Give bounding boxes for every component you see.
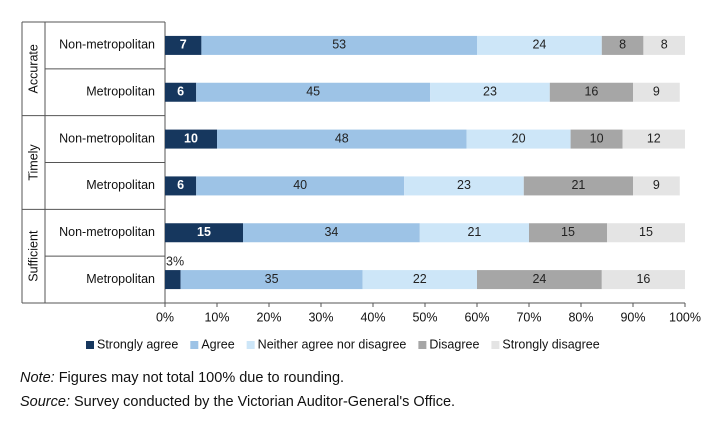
category-label: Metropolitan xyxy=(86,272,155,286)
bar-segment xyxy=(201,35,477,55)
value-label: 23 xyxy=(457,178,471,192)
x-tick-label: 50% xyxy=(412,310,437,324)
bar-segment xyxy=(165,35,202,55)
value-label: 9 xyxy=(653,178,660,192)
value-label: 7 xyxy=(180,38,187,52)
legend-swatch xyxy=(418,341,427,349)
value-label: 45 xyxy=(306,85,320,99)
value-label: 15 xyxy=(561,225,575,239)
note-label: Source: xyxy=(20,394,70,410)
value-label: 3% xyxy=(166,254,184,268)
note: Source: Survey conducted by the Victoria… xyxy=(20,394,455,410)
legend-swatch xyxy=(246,341,255,349)
legend-label: Strongly disagree xyxy=(502,337,599,351)
bar-segment xyxy=(622,129,685,149)
bar-segment xyxy=(643,35,685,55)
value-label: 23 xyxy=(483,85,497,99)
note-text: Survey conducted by the Victorian Audito… xyxy=(70,394,455,410)
x-tick-label: 20% xyxy=(256,310,281,324)
value-label: 21 xyxy=(571,178,585,192)
x-tick-label: 90% xyxy=(620,310,645,324)
value-label: 34 xyxy=(324,225,338,239)
x-tick-label: 10% xyxy=(204,310,229,324)
bar-segment xyxy=(529,223,607,243)
bar-segment xyxy=(601,35,644,55)
value-label: 40 xyxy=(293,178,307,192)
bar-segment xyxy=(243,223,420,243)
bar-segment xyxy=(165,82,197,102)
x-tick-label: 30% xyxy=(308,310,333,324)
bar-segment xyxy=(549,82,633,102)
legend-label: Disagree xyxy=(429,337,479,351)
legend-label: Strongly agree xyxy=(97,337,178,351)
value-label: 21 xyxy=(467,225,481,239)
group-label: Timely xyxy=(26,144,40,181)
bar-segment xyxy=(217,129,467,149)
bar-segment xyxy=(180,270,363,290)
value-label: 15 xyxy=(197,225,211,239)
x-tick-label: 0% xyxy=(156,310,174,324)
note: Note: Figures may not total 100% due to … xyxy=(20,370,344,386)
value-label: 9 xyxy=(653,85,660,99)
category-label: Non-metropolitan xyxy=(59,225,155,239)
note-label: Note: xyxy=(20,370,55,386)
value-label: 16 xyxy=(636,272,650,286)
note-text: Figures may not total 100% due to roundi… xyxy=(55,370,344,386)
group-label: Sufficient xyxy=(26,230,40,282)
bar-segment xyxy=(607,223,685,243)
category-label: Non-metropolitan xyxy=(59,38,155,52)
bar-segment xyxy=(477,270,602,290)
bar-segment xyxy=(633,82,680,102)
value-label: 16 xyxy=(584,85,598,99)
bar-segment xyxy=(523,176,633,196)
bar-segment xyxy=(165,176,197,196)
value-label: 22 xyxy=(413,272,427,286)
value-label: 6 xyxy=(177,85,184,99)
x-tick-label: 40% xyxy=(360,310,385,324)
value-label: 53 xyxy=(332,38,346,52)
value-label: 10 xyxy=(184,131,198,145)
category-label: Non-metropolitan xyxy=(59,131,155,145)
x-tick-label: 60% xyxy=(464,310,489,324)
bar-segment xyxy=(165,129,217,149)
legend-swatch xyxy=(86,341,94,349)
value-label: 6 xyxy=(177,178,184,192)
bar-segment xyxy=(570,129,623,149)
value-label: 8 xyxy=(619,38,626,52)
group-label: Accurate xyxy=(26,44,40,93)
value-label: 12 xyxy=(647,131,661,145)
value-label: 24 xyxy=(532,38,546,52)
bar-segment xyxy=(165,270,181,290)
bar-segment xyxy=(196,82,431,102)
value-label: 35 xyxy=(265,272,279,286)
bar-segment xyxy=(466,129,571,149)
bar-segment xyxy=(165,223,243,243)
bar-segment xyxy=(419,223,529,243)
value-label: 48 xyxy=(335,131,349,145)
legend-label: Agree xyxy=(201,337,234,351)
category-label: Metropolitan xyxy=(86,85,155,99)
legend-label: Neither agree nor disagree xyxy=(258,337,407,351)
x-tick-label: 100% xyxy=(669,310,701,324)
bar-segment xyxy=(362,270,477,290)
category-label: Metropolitan xyxy=(86,178,155,192)
value-label: 20 xyxy=(512,131,526,145)
x-tick-label: 80% xyxy=(568,310,593,324)
bar-segment xyxy=(477,35,602,55)
bar-segment xyxy=(633,176,680,196)
bar-segment xyxy=(601,270,685,290)
bar-segment xyxy=(196,176,405,196)
legend-swatch xyxy=(491,341,500,349)
bar-segment xyxy=(430,82,550,102)
legend-swatch xyxy=(190,341,199,349)
value-label: 15 xyxy=(639,225,653,239)
value-label: 8 xyxy=(661,38,668,52)
value-label: 24 xyxy=(532,272,546,286)
value-label: 10 xyxy=(590,131,604,145)
bar-segment xyxy=(404,176,524,196)
x-tick-label: 70% xyxy=(516,310,541,324)
